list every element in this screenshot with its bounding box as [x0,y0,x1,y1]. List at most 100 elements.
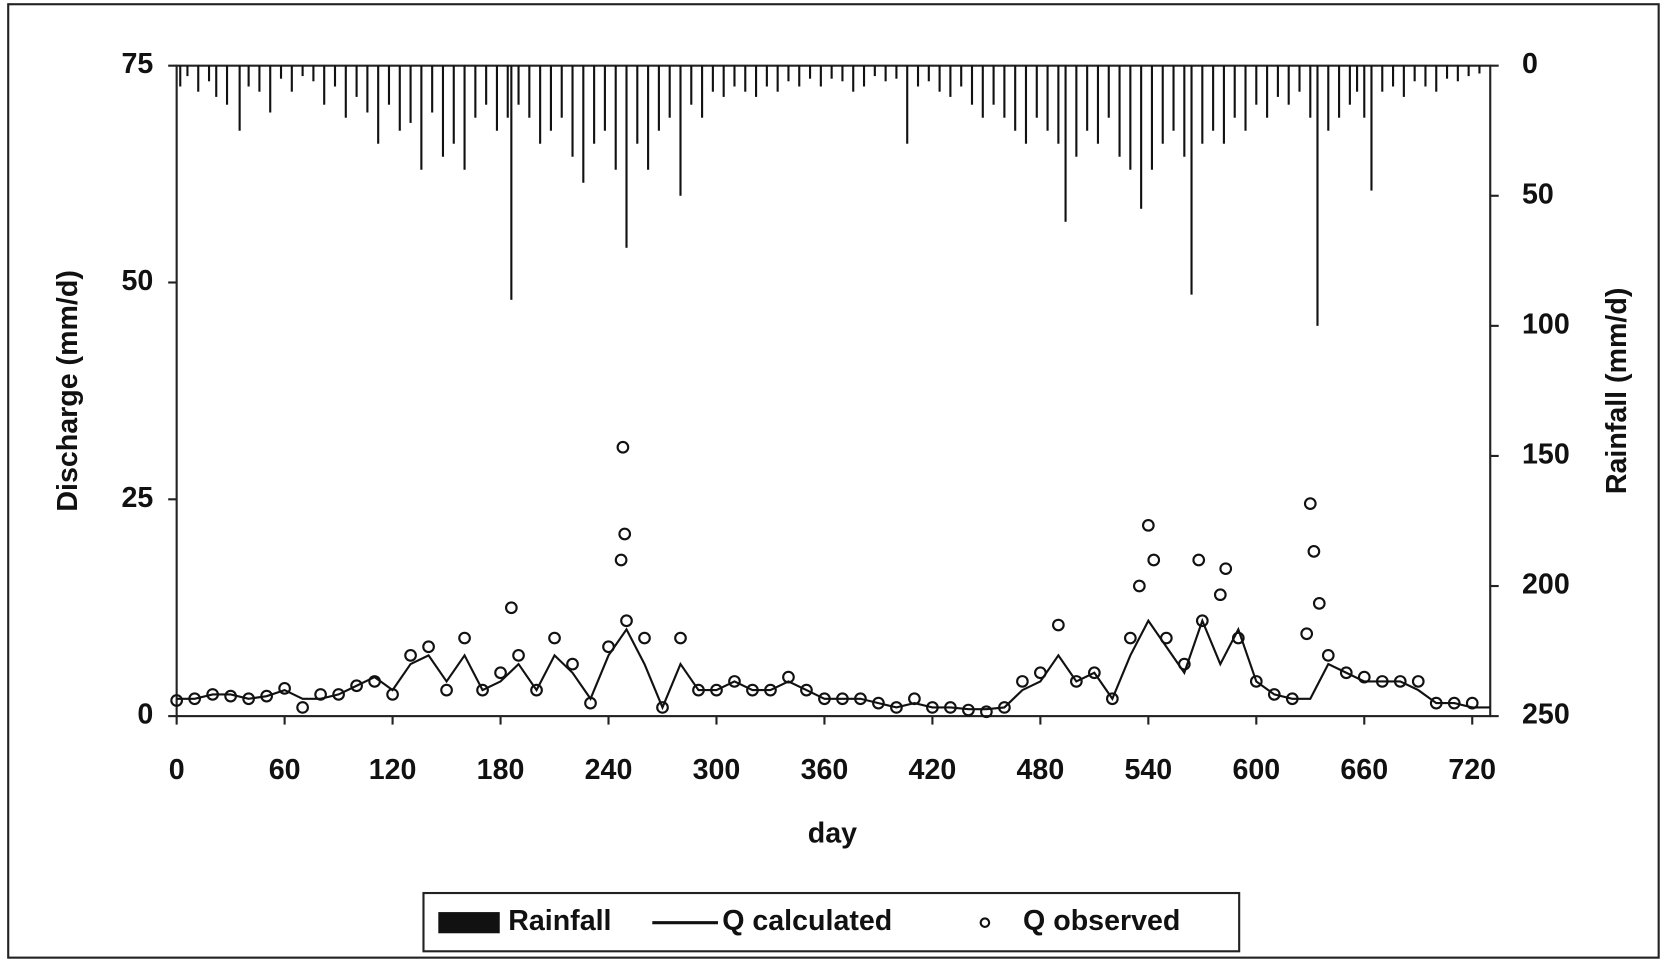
rain-bar [636,66,638,144]
q-observed-point [675,633,686,644]
x-tick-label: 60 [269,754,301,786]
rain-bar [1201,66,1203,144]
rain-bar [517,66,519,105]
rain-bar [1478,66,1480,74]
rain-bar [658,66,660,131]
rain-bar [1244,66,1246,131]
q-observed-point [1314,598,1325,609]
q-observed-point [618,442,629,453]
rain-bar [1327,66,1329,131]
rain-bar [1356,66,1358,92]
rain-bar [949,66,951,97]
q-observed-point [1053,620,1064,631]
x-tick-label: 300 [693,754,741,786]
rain-bar [798,66,800,87]
q-observed-point [621,615,632,626]
rain-bar [539,66,541,144]
rain-bar [1381,66,1383,92]
y-tick-label: 50 [122,265,154,297]
rain-bar [377,66,379,144]
rain-bar [1003,66,1005,118]
q-observed-point [513,650,524,661]
x-tick-label: 660 [1340,754,1388,786]
rain-bar [269,66,271,113]
q-observed-point [567,659,578,670]
rain-bar [960,66,962,87]
y-tick-label: 0 [137,699,153,731]
rain-bar [906,66,908,144]
rain-bar [917,66,919,87]
rain-bar [831,66,833,79]
rain-bar [215,66,217,97]
rain-bar [442,66,444,157]
rain-bar [280,66,282,79]
rain-bar [787,66,789,82]
rain-bar [1255,66,1257,105]
rain-bar [1424,66,1426,87]
rain-bar [334,66,336,87]
rain-bar [291,66,293,92]
rain-bar [420,66,422,170]
rain-bar [852,66,854,92]
q-observed-point [1301,628,1312,639]
rain-bar [733,66,735,87]
rain-bar [1338,66,1340,118]
rain-bar [1363,66,1365,118]
y2-tick-label: 200 [1522,569,1570,601]
y2-tick-label: 50 [1522,178,1554,210]
q-observed-point [1305,498,1316,509]
q-observed-point [405,650,416,661]
q-observed-point [423,641,434,652]
rain-bar [1065,66,1067,222]
x-tick-label: 120 [369,754,417,786]
y-tick-label: 75 [122,48,154,80]
q-observed-point [1017,676,1028,687]
q-observed-point [1148,555,1159,566]
q-observed-point [1413,676,1424,687]
x-tick-label: 180 [477,754,525,786]
x-tick-label: 240 [585,754,633,786]
rain-bar [1036,66,1038,118]
rain-bar [507,66,509,118]
rain-bar [701,66,703,118]
q-calculated-line [177,621,1491,709]
legend-label: Rainfall [508,905,611,937]
rain-bar [928,66,930,82]
rain-bar [1108,66,1110,118]
y-tick-label: 25 [122,482,154,514]
x-tick-label: 720 [1448,754,1496,786]
q-observed-point [1035,667,1046,678]
y2-axis-label: Rainfall (mm/d) [1601,288,1633,495]
rain-bar [615,66,617,170]
rain-bar [1349,66,1351,105]
rain-bar [1086,66,1088,131]
q-observed-point [1215,589,1226,600]
rain-bar [1025,66,1027,144]
rain-bar [1234,66,1236,118]
q-observed-point [1309,546,1320,557]
rain-bar [863,66,865,87]
q-observed-point [495,667,506,678]
rain-bar [874,66,876,76]
rain-bar [1014,66,1016,131]
rain-bar [1190,66,1192,295]
y2-tick-label: 100 [1522,308,1570,340]
y2-tick-label: 250 [1522,699,1570,731]
y2-tick-label: 0 [1522,48,1538,80]
rain-bar [345,66,347,118]
rain-bar [1316,66,1318,326]
rain-bar [895,66,897,79]
rain-bar [366,66,368,113]
q-observed-point [506,602,517,613]
rain-bar [208,66,210,82]
q-observed-point [1220,563,1231,574]
rain-bar [1140,66,1142,209]
rain-bar [1047,66,1049,131]
rain-bar [744,66,746,92]
x-tick-label: 420 [909,754,957,786]
rain-bar [1162,66,1164,144]
rain-bar [474,66,476,118]
x-axis-label: day [808,817,857,849]
rain-bar [410,66,412,123]
rain-bar [1414,66,1416,82]
